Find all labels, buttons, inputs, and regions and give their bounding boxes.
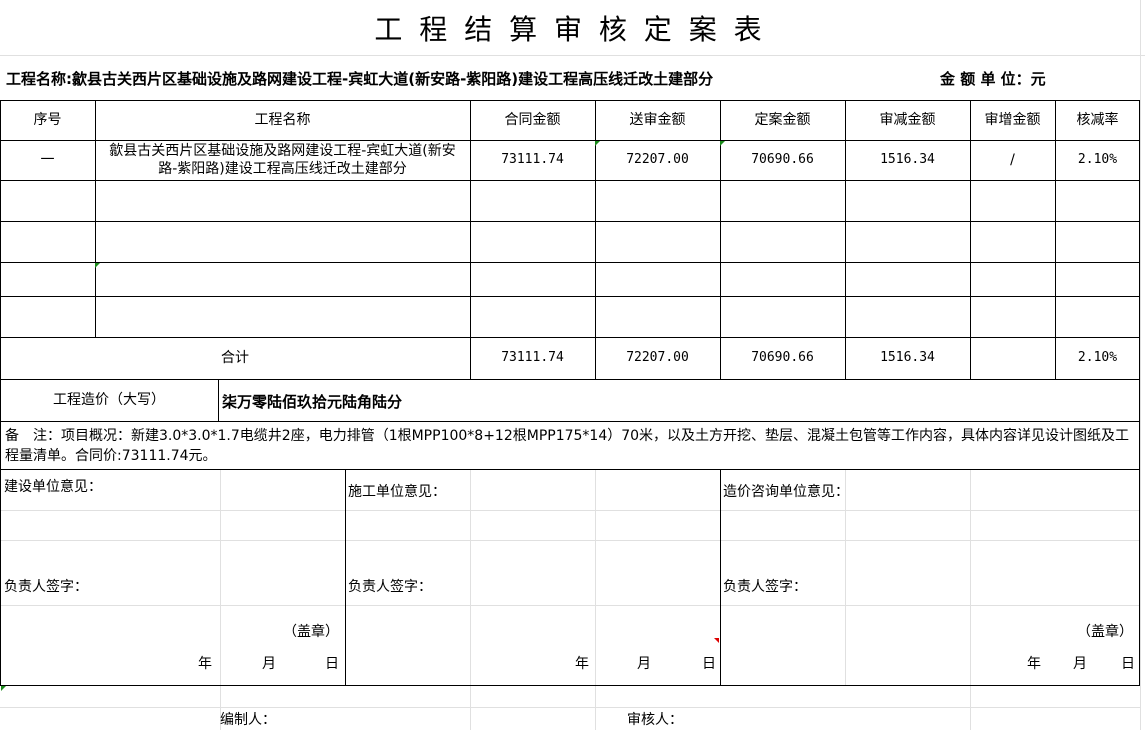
date-day: 日 bbox=[702, 656, 716, 672]
row-increased: / bbox=[1010, 152, 1015, 168]
seal-label: （盖章） bbox=[283, 624, 339, 640]
row-contract: 73111.74 bbox=[501, 152, 564, 167]
total-final: 70690.66 bbox=[751, 350, 814, 365]
header-contract: 合同金额 bbox=[504, 112, 561, 128]
header-final: 定案金额 bbox=[754, 112, 811, 128]
date-year: 年 bbox=[198, 656, 212, 672]
sign-label: 负责人签字： bbox=[348, 579, 432, 595]
header-submitted: 送审金额 bbox=[629, 112, 686, 128]
page-title: 工 程 结 算 审 核 定 案 表 bbox=[374, 13, 766, 46]
total-label: 合计 bbox=[221, 350, 249, 366]
row-rate: 2.10% bbox=[1077, 152, 1118, 167]
row-reduced: 1516.34 bbox=[880, 152, 935, 167]
date-day: 日 bbox=[325, 656, 339, 672]
header-increased: 审增金额 bbox=[984, 112, 1041, 128]
capital-value: 柒万零陆佰玖拾元陆角陆分 bbox=[222, 393, 403, 411]
header-reduced: 审减金额 bbox=[879, 112, 936, 128]
total-reduced: 1516.34 bbox=[880, 350, 935, 365]
row-final: 70690.66 bbox=[751, 152, 814, 167]
seal-label: （盖章） bbox=[1077, 624, 1133, 640]
date-year: 年 bbox=[575, 656, 589, 672]
sign-label: 负责人签字： bbox=[723, 579, 807, 595]
date-month: 月 bbox=[1073, 656, 1087, 672]
opinion-label: 施工单位意见： bbox=[348, 484, 446, 500]
row-no: 一 bbox=[40, 152, 55, 168]
unit-label: 金 额 单 位：元 bbox=[940, 70, 1046, 88]
compiler-label: 编制人： bbox=[220, 712, 276, 728]
date-month: 月 bbox=[637, 656, 651, 672]
opinion-label: 建设单位意见： bbox=[4, 479, 102, 495]
notes: 备 注：项目概况：新建3.0*3.0*1.7电缆井2座，电力排管（1根MPP10… bbox=[5, 428, 1130, 464]
project-name-line: 工程名称:歙县古关西片区基础设施及路网建设工程-宾虹大道(新安路-紫阳路)建设工… bbox=[6, 70, 714, 88]
header-no: 序号 bbox=[33, 112, 62, 128]
date-day: 日 bbox=[1121, 656, 1135, 672]
row-name: 歙县古关西片区基础设施及路网建设工程-宾虹大道(新安路-紫阳路)建设工程高压线迁… bbox=[109, 143, 456, 177]
capital-label: 工程造价（大写） bbox=[53, 392, 165, 408]
header-rate: 核减率 bbox=[1076, 112, 1119, 128]
total-rate: 2.10% bbox=[1077, 350, 1118, 365]
total-submitted: 72207.00 bbox=[626, 350, 689, 365]
header-name: 工程名称 bbox=[254, 112, 311, 128]
date-month: 月 bbox=[262, 656, 276, 672]
date-year: 年 bbox=[1027, 656, 1041, 672]
reviewer-label: 审核人： bbox=[627, 712, 683, 728]
opinion-label: 造价咨询单位意见： bbox=[723, 484, 849, 500]
sign-label: 负责人签字： bbox=[4, 579, 88, 595]
total-contract: 73111.74 bbox=[501, 350, 564, 365]
row-submitted: 72207.00 bbox=[626, 152, 689, 167]
